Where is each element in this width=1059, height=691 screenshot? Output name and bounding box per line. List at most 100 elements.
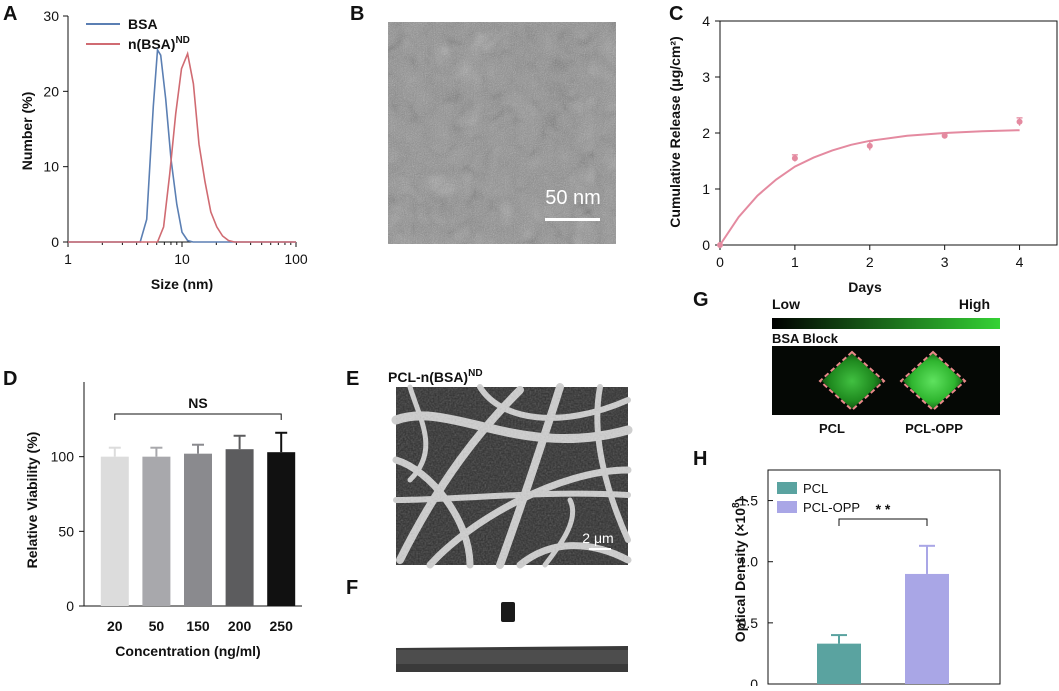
chart-a-series-line-nbsa	[68, 50, 296, 243]
legend-swatch-pclopp	[777, 501, 797, 513]
chart-h-significance-label: * *	[876, 501, 891, 517]
chart-h-ytick-label: 1.5	[739, 493, 759, 509]
chart-c-cumulative-release: Days Cumulative Release (μg/cm²) 0 1 2 3 4 0 1…	[667, 13, 1058, 295]
panel-label-g: G	[693, 289, 709, 311]
chart-d-category-label: 200	[228, 618, 252, 634]
chart-c-xtick-label: 4	[1016, 254, 1024, 270]
panel-label-c: C	[669, 3, 683, 25]
chart-c-xtick-label: 2	[866, 254, 874, 270]
pcl-spot	[822, 353, 882, 409]
sem-title-sup: ND	[468, 368, 482, 379]
chart-c-data-point	[1016, 118, 1023, 125]
chart-h-ylabel-text: Optical Density (×10	[732, 508, 748, 642]
chart-h-ylabel: Optical Density (×108)	[731, 498, 748, 642]
chart-c-xtick-label: 3	[941, 254, 949, 270]
chart-c-data-point	[791, 155, 798, 162]
chart-h-significance-bracket	[838, 518, 928, 526]
chart-c-frame	[719, 20, 1058, 246]
sem-image-grain	[396, 387, 628, 565]
legend-label-nbsa-text: n(BSA)	[128, 36, 175, 52]
chart-h-optical-density: Optical Density (×108) PCL PCL-OPP 0 0.5 1…	[731, 469, 1001, 691]
chart-c-data-point	[717, 242, 723, 248]
chart-a-xlabel: Size (nm)	[151, 276, 213, 292]
sample-label-pclopp: PCL-OPP	[905, 421, 963, 436]
chart-d-xlabel: Concentration (ng/ml)	[115, 643, 260, 659]
photo-membrane-texture	[396, 650, 628, 664]
legend-label-pclopp: PCL-OPP	[803, 500, 860, 515]
chart-c-xtick-label: 0	[716, 254, 724, 270]
tem-image-panel-b: 50 nm	[388, 22, 616, 244]
sem-title-text: PCL-n(BSA)	[388, 369, 468, 385]
chart-h-ylabel-tail: )	[732, 498, 748, 503]
chart-d-bar	[225, 449, 254, 606]
photo-panel-f	[396, 590, 628, 672]
photo-droplet	[501, 602, 515, 622]
colorbar-high-label: High	[959, 296, 990, 312]
chart-d-ylabel: Relative Viability (%)	[24, 432, 40, 569]
chart-c-ylabel: Cumulative Release (μg/cm²)	[667, 36, 683, 227]
legend-label-nbsa: n(BSA)ND	[128, 35, 190, 52]
tem-scale-bar-label: 50 nm	[545, 187, 601, 209]
panel-label-h: H	[693, 448, 707, 470]
panel-label-d: D	[3, 368, 17, 390]
chart-a-ylabel: Number (%)	[19, 92, 35, 171]
panel-label-f: F	[346, 577, 358, 599]
sem-title: PCL-n(BSA)ND	[388, 368, 483, 385]
legend-label-bsa: BSA	[128, 16, 158, 32]
chart-h-bar	[905, 573, 949, 684]
chart-h-ytick-label: 1.0	[739, 554, 759, 570]
colorbar	[772, 318, 1000, 329]
chart-c-xtick-label: 1	[791, 254, 799, 270]
chart-a-xtick-label: 1	[64, 251, 72, 267]
pclopp-outline	[899, 350, 967, 412]
chart-a-series-line-bsa	[68, 47, 296, 243]
chart-h-ytick-label: 0	[750, 676, 758, 686]
chart-d-significance-bracket	[114, 413, 282, 420]
chart-a-xtick-label: 100	[284, 251, 308, 267]
legend-swatch-pcl	[777, 482, 797, 494]
tem-image-grain	[388, 22, 616, 244]
chart-h-ylabel-sup: 8	[731, 502, 742, 508]
block-label: BSA Block	[772, 331, 839, 346]
chart-a-ytick-label: 30	[43, 8, 59, 24]
chart-d-category-label: 20	[107, 618, 123, 634]
panel-label-b: B	[350, 3, 364, 25]
chart-d-category-label: 250	[270, 618, 294, 634]
chart-c-ytick-label: 0	[702, 237, 710, 253]
chart-d-category-label: 150	[186, 618, 210, 634]
sem-scale-bar	[589, 548, 611, 550]
chart-c-ytick-label: 3	[702, 69, 710, 85]
chart-h-legend: PCL PCL-OPP	[777, 481, 860, 515]
chart-c-xlabel: Days	[848, 279, 882, 295]
tem-scale-bar	[545, 218, 600, 221]
chart-d-ytick-label: 0	[66, 598, 74, 614]
chart-c-data-point	[941, 132, 948, 139]
chart-c-ytick-label: 4	[702, 13, 710, 29]
chart-d-viability: Concentration (ng/ml) Relative Viability…	[24, 382, 302, 659]
pclopp-spot	[903, 353, 963, 409]
legend-label-nbsa-sup: ND	[175, 35, 189, 46]
chart-a-size-distribution: Size (nm) Number (%) BSA n(BSA)ND 0 10 20 3…	[19, 8, 308, 292]
chart-a-ytick-label: 20	[43, 83, 59, 99]
chart-a-legend: BSA n(BSA)ND	[86, 16, 190, 52]
panel-label-e: E	[346, 368, 359, 390]
chart-d-bar	[142, 456, 171, 606]
fluorescence-panel-g: Low High BSA Block PCL PCL-OPP	[772, 296, 1000, 436]
colorbar-low-label: Low	[772, 296, 800, 312]
chart-a-xtick-label: 10	[174, 251, 190, 267]
chart-h-frame	[767, 469, 1001, 685]
pcl-outline	[818, 350, 886, 412]
chart-d-bar	[184, 453, 212, 606]
panel-label-a: A	[3, 3, 17, 25]
sample-label-pcl: PCL	[819, 421, 845, 436]
chart-d-significance-label: NS	[188, 395, 207, 411]
chart-d-bar	[100, 456, 129, 606]
chart-d-ytick-label: 100	[51, 449, 75, 465]
chart-d-category-label: 50	[149, 618, 165, 634]
sem-image-panel-e: PCL-n(BSA)ND 2 μm	[388, 368, 633, 569]
chart-d-bar	[267, 452, 296, 606]
chart-c-ytick-label: 1	[702, 181, 710, 197]
chart-d-ytick-label: 50	[58, 523, 74, 539]
sem-scale-bar-label: 2 μm	[582, 530, 613, 546]
